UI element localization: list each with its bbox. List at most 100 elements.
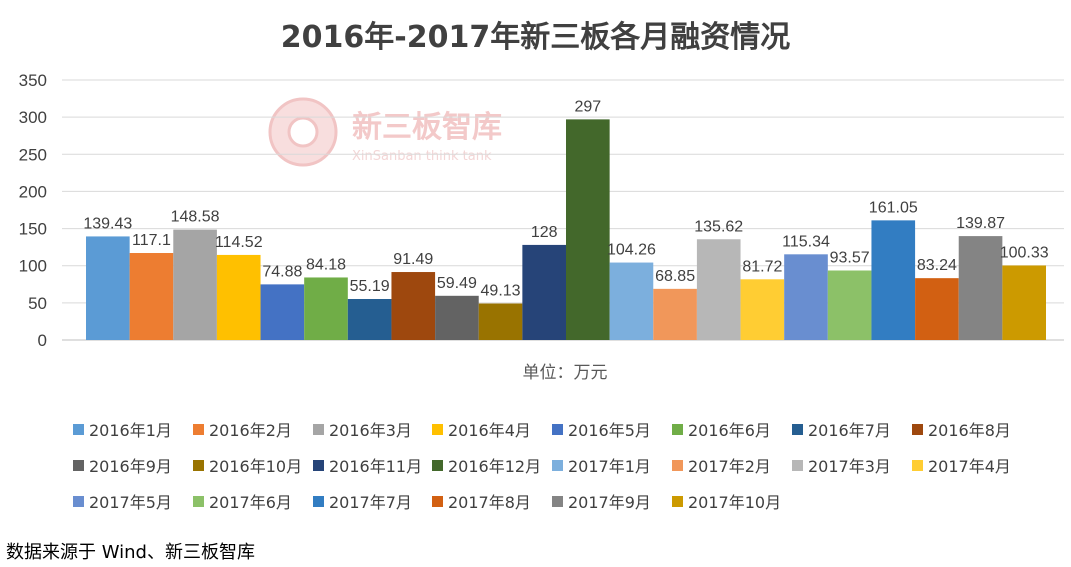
watermark-logo-inner-icon [287, 116, 319, 148]
legend-swatch [432, 460, 443, 471]
bar [304, 277, 348, 340]
data-label: 93.57 [830, 249, 870, 266]
legend-swatch [672, 496, 683, 507]
legend-label: 2017年3月 [808, 457, 891, 476]
bar [871, 220, 916, 340]
bar [566, 119, 610, 340]
y-axis-ticks: 0 50 100 150 200 250 300 350 [19, 71, 47, 350]
bar [653, 288, 697, 340]
legend-swatch [672, 460, 683, 471]
data-label: 128 [531, 224, 558, 241]
legend-label: 2017年4月 [928, 457, 1011, 476]
legend-label: 2016年10月 [209, 457, 302, 476]
y-tick-label: 50 [28, 294, 47, 313]
bar [347, 299, 392, 340]
legend-label: 2016年4月 [448, 421, 531, 440]
bar [129, 253, 174, 340]
data-label: 161.05 [869, 199, 918, 216]
bar [216, 254, 261, 340]
data-label: 135.62 [694, 218, 743, 235]
legend-label: 2017年5月 [89, 493, 172, 512]
legend-label: 2016年1月 [89, 421, 172, 440]
data-label: 49.13 [481, 283, 521, 300]
legend-swatch [193, 460, 204, 471]
legend-swatch [672, 424, 683, 435]
bar [740, 279, 785, 340]
bar [696, 239, 741, 340]
legend-swatch [313, 460, 324, 471]
legend-label: 2016年6月 [688, 421, 771, 440]
legend-label: 2016年8月 [928, 421, 1011, 440]
legend-label: 2016年7月 [808, 421, 891, 440]
data-label: 59.49 [437, 275, 477, 292]
legend-label: 2017年10月 [688, 493, 781, 512]
data-label: 100.33 [1000, 244, 1049, 261]
legend-swatch [73, 424, 84, 435]
legend-label: 2017年6月 [209, 493, 292, 512]
legend-swatch [912, 424, 923, 435]
bar [915, 278, 959, 340]
y-tick-label: 0 [38, 331, 47, 350]
bars [86, 119, 1046, 340]
legend-label: 2017年8月 [448, 493, 531, 512]
data-label: 68.85 [655, 268, 695, 285]
data-label: 297 [574, 98, 601, 115]
legend-swatch [552, 496, 563, 507]
watermark-subtext: XinSanban think tank [352, 149, 492, 164]
legend-swatch [432, 496, 443, 507]
data-label: 148.58 [171, 209, 220, 226]
legend-swatch [73, 460, 84, 471]
data-label: 83.24 [917, 257, 957, 274]
bar [827, 270, 872, 340]
legend-label: 2017年1月 [568, 457, 651, 476]
data-label: 139.43 [83, 215, 132, 232]
data-label: 114.52 [215, 234, 263, 251]
y-tick-label: 200 [19, 182, 47, 201]
legend-swatch [73, 496, 84, 507]
data-label: 115.34 [782, 233, 830, 250]
legend-swatch [193, 424, 204, 435]
watermark: 新三板智库 XinSanban think tank [268, 97, 502, 167]
legend-swatch [193, 496, 204, 507]
bar [435, 295, 479, 340]
legend-label: 2016年12月 [448, 457, 541, 476]
legend-label: 2016年2月 [209, 421, 292, 440]
legend-swatch [313, 424, 324, 435]
bar [609, 262, 654, 340]
legend-label: 2016年9月 [89, 457, 172, 476]
bar [478, 303, 523, 340]
data-label: 55.19 [350, 278, 390, 295]
bar [522, 244, 566, 340]
bar [260, 284, 305, 340]
legend-swatch [432, 424, 443, 435]
legend-swatch [792, 460, 803, 471]
legend-label: 2016年5月 [568, 421, 651, 440]
y-tick-label: 100 [19, 257, 47, 276]
bar [784, 254, 828, 340]
y-tick-label: 150 [19, 220, 47, 239]
y-tick-label: 350 [19, 71, 47, 90]
bar [958, 236, 1003, 340]
chart-title: 2016年-2017年新三板各月融资情况 [280, 20, 791, 55]
legend-swatch [792, 424, 803, 435]
source-note: 数据来源于 Wind、新三板智库 [6, 542, 255, 563]
bar [391, 272, 436, 340]
legend: 2016年1月 2016年2月 2016年3月 2016年4月 2016年5月 2016年… [73, 421, 1011, 512]
y-tick-label: 250 [19, 145, 47, 164]
legend-swatch [552, 460, 563, 471]
bar [1002, 265, 1046, 340]
bar [173, 229, 217, 340]
data-label: 117.1 [132, 232, 171, 249]
legend-swatch [912, 460, 923, 471]
legend-label: 2016年11月 [329, 457, 422, 476]
data-label: 81.72 [742, 258, 782, 275]
data-label: 139.87 [956, 215, 1005, 232]
bar [86, 236, 130, 340]
y-tick-label: 300 [19, 108, 47, 127]
data-label: 91.49 [393, 251, 433, 268]
x-axis-title: 单位：万元 [523, 363, 608, 383]
legend-label: 2017年2月 [688, 457, 771, 476]
data-label: 84.18 [306, 256, 346, 273]
